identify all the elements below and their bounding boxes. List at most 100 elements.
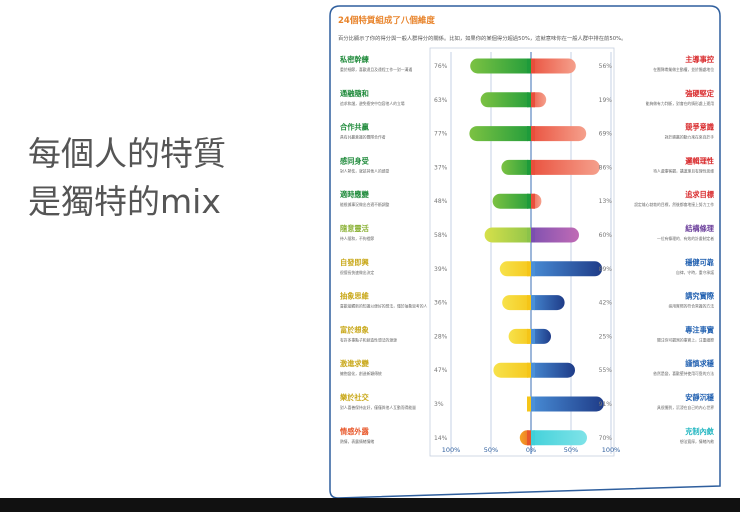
chart-subtitle: 百分比顯示了你的得分與一般人群得分的關係。比如，如果你的某個得分超過50%，這就… xyxy=(338,34,626,42)
right-trait-name: 競爭意識 xyxy=(685,123,715,132)
right-trait-name: 追求目標 xyxy=(685,190,715,199)
left-trait-pct: 37% xyxy=(434,164,448,171)
left-bar-seam xyxy=(527,159,531,175)
left-trait-desc: 具有共贏意識的團隊合作者 xyxy=(340,135,386,140)
left-bar-seam xyxy=(527,328,531,344)
trait-chart: 24個特質組成了八個維度 百分比顯示了你的得分與一般人群得分的關係。比如，如果你… xyxy=(329,5,721,499)
left-bar xyxy=(499,261,535,277)
left-trait-desc: 待人隨和，不拘禮節 xyxy=(340,236,374,241)
right-trait-pct: 70% xyxy=(599,435,613,442)
left-trait-name: 富於想象 xyxy=(340,325,370,334)
bottom-bar xyxy=(0,498,740,512)
right-trait-pct: 13% xyxy=(599,198,613,205)
right-trait-desc: 關注你可觀測的事實上，注重細節 xyxy=(657,337,714,342)
right-bar-seam xyxy=(531,430,535,446)
right-trait-pct: 19% xyxy=(599,97,613,104)
left-trait-pct: 63% xyxy=(434,97,448,104)
right-bar-seam xyxy=(531,159,535,175)
left-bar xyxy=(469,126,535,142)
right-trait-desc: 對於勝贏的動力來在來自於手 xyxy=(665,135,715,140)
left-bar-seam xyxy=(527,430,531,446)
right-bar xyxy=(527,295,565,311)
left-bar xyxy=(484,227,535,243)
right-trait-pct: 69% xyxy=(599,131,613,138)
left-bar xyxy=(493,362,535,378)
right-bar xyxy=(527,261,603,277)
right-trait-name: 主導事控 xyxy=(685,55,715,64)
left-trait-desc: 熱情，表露情緒情緒 xyxy=(340,439,374,444)
left-trait-pct: 47% xyxy=(434,367,448,374)
left-trait-pct: 28% xyxy=(434,333,448,340)
right-trait-pct: 56% xyxy=(599,63,613,70)
left-trait-name: 隨意靈活 xyxy=(340,224,370,233)
right-bar-seam xyxy=(531,58,535,74)
right-trait-name: 謹慎求穩 xyxy=(685,359,715,368)
right-bar xyxy=(527,396,604,412)
left-bar xyxy=(492,193,535,209)
left-trait-desc: 擁抱變化，創造新穎傳統 xyxy=(340,371,382,376)
left-trait-pct: 36% xyxy=(434,300,448,307)
plot-frame xyxy=(429,47,615,457)
left-bar-seam xyxy=(527,92,531,108)
right-trait-pct: 86% xyxy=(599,164,613,171)
left-bar-seam xyxy=(527,193,531,209)
left-bar-seam xyxy=(527,295,531,311)
left-trait-desc: 能根據事況做出合適不斷調整 xyxy=(340,202,390,207)
left-bar-seam xyxy=(527,58,531,74)
right-trait-desc: 採用實際的符合常識的方法 xyxy=(668,304,714,309)
right-trait-desc: 想法寬厚，情緒內斂 xyxy=(680,439,714,444)
left-bar xyxy=(480,92,535,108)
left-trait-desc: 有許多事點子和創造性想法的源源 xyxy=(340,337,397,342)
headline: 每個人的特質 是獨特的mix xyxy=(28,130,298,226)
chart-title: 24個特質組成了八個維度 xyxy=(338,15,435,26)
right-trait-desc: 待人處事客觀，講道理且有理性思維 xyxy=(653,168,714,173)
right-trait-name: 克制內斂 xyxy=(684,427,715,436)
right-trait-pct: 60% xyxy=(599,232,613,239)
left-trait-desc: 很擅長快速做出決定 xyxy=(340,270,374,275)
right-bar-seam xyxy=(531,328,535,344)
x-tick-label: 100% xyxy=(442,446,461,454)
right-trait-pct: 89% xyxy=(599,266,613,273)
headline-line-1: 每個人的特質 xyxy=(28,134,226,173)
left-trait-pct: 14% xyxy=(434,435,448,442)
right-bar xyxy=(527,430,587,446)
left-trait-pct: 58% xyxy=(434,232,448,239)
right-bar xyxy=(527,227,579,243)
headline-line-2: 是獨特的mix xyxy=(28,182,221,221)
right-trait-desc: 一位有條理的、有效的計畫制定者 xyxy=(657,236,714,241)
left-trait-desc: 喜歡接觸新的知識以便好的想法，懂於抽象思考的人 xyxy=(340,304,428,309)
x-tick-label: 50% xyxy=(564,446,578,454)
x-tick-label: 0% xyxy=(526,446,536,454)
right-bar-seam xyxy=(531,227,535,243)
left-trait-name: 情感外露 xyxy=(340,427,370,436)
left-trait-name: 私密幹練 xyxy=(339,55,370,64)
left-bar-seam xyxy=(527,362,531,378)
left-bar-seam xyxy=(527,261,531,277)
left-trait-desc: 對人熱忱，就該其他人的感受 xyxy=(340,168,390,173)
right-trait-desc: 能夠做有力判斷，對會在的情形處上運用 xyxy=(646,101,715,106)
x-tick-label: 50% xyxy=(484,446,498,454)
right-bar xyxy=(527,362,575,378)
right-trait-pct: 91% xyxy=(599,401,613,408)
left-trait-desc: 追求和諧，避免衝突中包容他人的立場 xyxy=(340,101,405,106)
left-bar xyxy=(501,159,535,175)
left-trait-name: 抽象思維 xyxy=(340,292,369,301)
right-bar-seam xyxy=(531,295,535,311)
left-trait-pct: 39% xyxy=(434,266,448,273)
left-trait-name: 通融隨和 xyxy=(340,89,369,98)
left-trait-name: 適時應變 xyxy=(340,190,370,199)
left-bar xyxy=(502,295,535,311)
x-tick-label: 100% xyxy=(602,446,621,454)
right-bar xyxy=(527,126,587,142)
right-trait-pct: 25% xyxy=(599,333,613,340)
left-trait-pct: 48% xyxy=(434,198,448,205)
right-trait-desc: 在團隊帶業做主動權，並於獨處地位 xyxy=(653,67,714,72)
